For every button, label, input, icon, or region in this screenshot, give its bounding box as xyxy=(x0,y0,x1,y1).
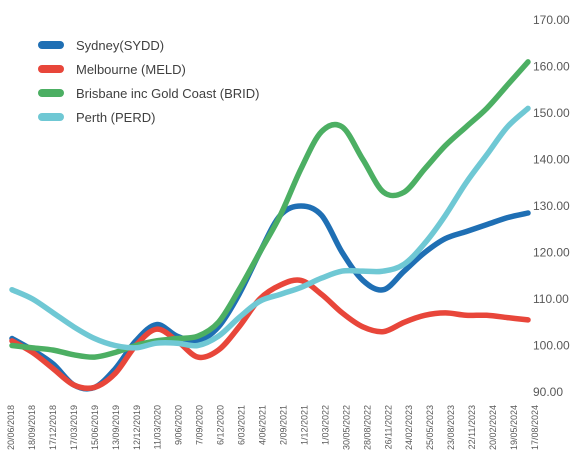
legend-swatch xyxy=(38,65,64,73)
x-tick-label: 17/03/2019 xyxy=(69,405,79,450)
y-tick-label: 150.00 xyxy=(533,106,570,120)
series-line-brisbane-inc-gold-coast-brid xyxy=(9,59,531,360)
y-tick-label: 160.00 xyxy=(533,60,570,74)
legend-label: Perth (PERD) xyxy=(76,110,155,125)
x-tick-label: 20/06/2018 xyxy=(6,405,16,450)
x-tick-label: 1/12/2021 xyxy=(299,405,309,445)
x-tick-label: 4/06/2021 xyxy=(258,405,268,445)
x-tick-label: 17/12/2018 xyxy=(48,405,58,450)
x-tick-label: 15/06/2019 xyxy=(90,405,100,450)
x-tick-label: 20/02/2024 xyxy=(488,405,498,450)
y-tick-label: 90.00 xyxy=(533,385,563,399)
y-tick-label: 120.00 xyxy=(533,246,570,260)
x-tick-label: 13/09/2019 xyxy=(111,405,121,450)
x-tick-label: 28/08/2022 xyxy=(362,405,372,450)
legend-swatch xyxy=(38,89,64,97)
x-tick-label: 19/05/2024 xyxy=(509,405,519,450)
y-tick-label: 140.00 xyxy=(533,153,570,167)
y-tick-label: 130.00 xyxy=(533,199,570,213)
x-tick-label: 6/12/2020 xyxy=(216,405,226,445)
y-tick-label: 110.00 xyxy=(533,292,569,306)
series-line-perth-perd xyxy=(9,105,531,351)
x-tick-label: 23/08/2023 xyxy=(446,405,456,450)
x-axis: 20/06/2018 18/09/2018 17/12/2018 17/03/2019… xyxy=(6,405,540,450)
y-tick-label: 170.00 xyxy=(533,13,570,27)
x-tick-label: 12/12/2019 xyxy=(132,405,142,450)
x-tick-label: 24/02/2023 xyxy=(404,405,414,450)
legend-label: Sydney(SYDD) xyxy=(76,38,164,53)
y-axis: 90.00 100.00 110.00 120.00 130.00 140.00 150.0… xyxy=(533,13,570,399)
x-tick-label: 30/05/2022 xyxy=(341,405,351,450)
series-lines xyxy=(9,59,531,392)
x-tick-label: 6/03/2021 xyxy=(237,405,247,445)
x-tick-label: 11/03/2020 xyxy=(153,405,163,449)
legend-label: Melbourne (MELD) xyxy=(76,62,186,77)
series-line-melbourne-meld xyxy=(9,277,531,392)
legend-swatch xyxy=(38,41,64,49)
x-tick-label: 2/09/2021 xyxy=(278,405,288,445)
x-tick-label: 25/05/2023 xyxy=(425,405,435,450)
y-tick-label: 100.00 xyxy=(533,339,570,353)
legend-label: Brisbane inc Gold Coast (BRID) xyxy=(76,86,260,101)
legend: Sydney(SYDD) Melbourne (MELD) Brisbane inc… xyxy=(38,38,260,125)
legend-swatch xyxy=(38,113,64,121)
x-tick-label: 1/03/2022 xyxy=(320,405,330,445)
x-tick-label: 18/09/2018 xyxy=(27,405,37,450)
x-tick-label: 17/08/2024 xyxy=(530,405,540,450)
x-tick-label: 7/09/2020 xyxy=(195,405,205,445)
x-tick-label: 26/11/2022 xyxy=(383,405,393,449)
x-tick-label: 22/11/2023 xyxy=(467,405,477,449)
x-tick-label: 9/06/2020 xyxy=(174,405,184,445)
